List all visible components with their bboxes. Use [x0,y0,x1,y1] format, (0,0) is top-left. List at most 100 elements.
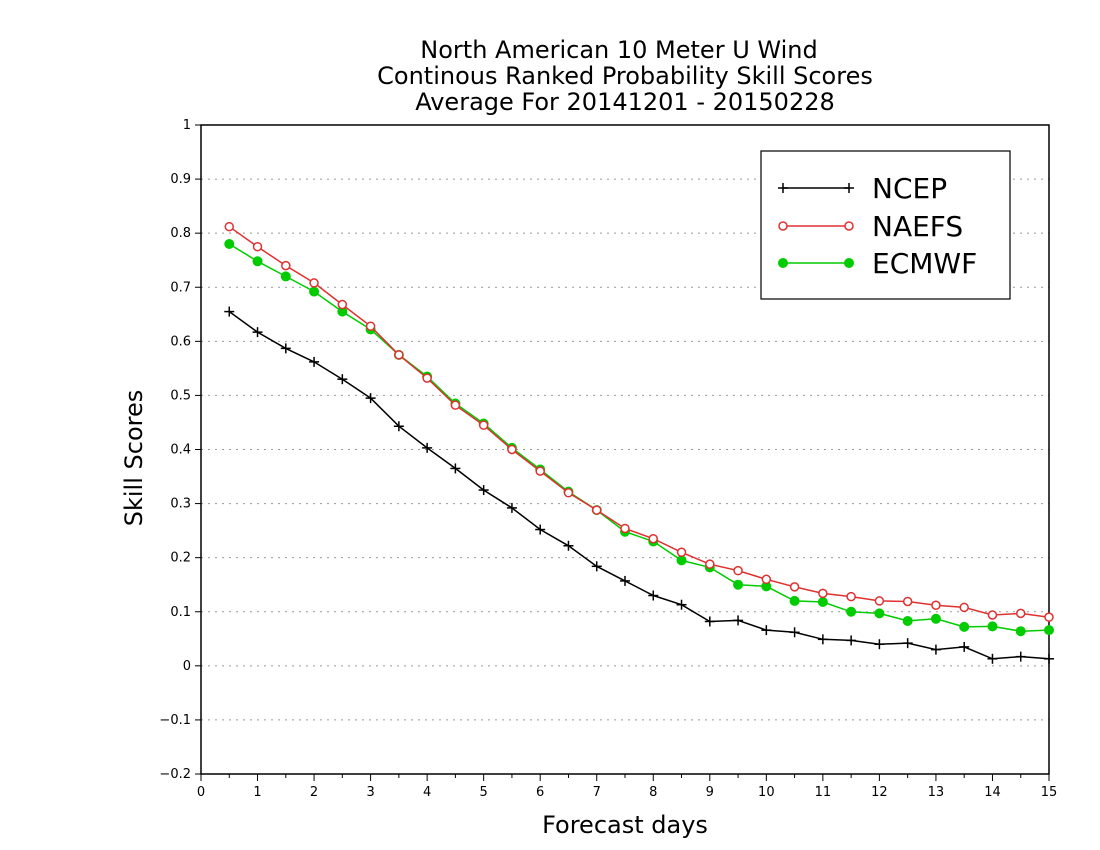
data-point-naefs [422,373,432,383]
y-tick-label: 0.5 [170,388,191,403]
data-point-naefs [309,278,319,288]
x-tick-label: 3 [366,785,374,800]
data-point-naefs [648,533,659,544]
y-tick-label: 0.8 [170,226,191,241]
series-ncep [224,306,1054,664]
data-point-ecmwf [902,615,913,626]
x-tick-label: 1 [253,785,261,800]
data-point-naefs [450,400,461,410]
data-point-ncep [280,343,291,354]
data-point-naefs [761,574,772,585]
data-point-ecmwf [959,621,970,632]
y-tick-label: 0.2 [170,551,191,566]
legend-label-ncep: NCEP [872,172,947,205]
data-point-ncep [959,641,970,652]
legend-label-ecmwf: ECMWF [872,247,977,280]
data-point-ncep [252,327,263,338]
data-point-ncep [648,590,659,601]
x-tick-label: 10 [758,785,775,800]
title-line-1: North American 10 Meter U Wind [420,36,817,64]
series-line-ncep [228,310,1050,660]
x-tick-label: 4 [423,785,431,800]
data-point-naefs [478,420,489,430]
data-point-ncep [761,625,772,636]
data-point-ecmwf [817,597,828,608]
data-point-ecmwf [1015,626,1026,637]
data-point-naefs [818,588,828,599]
legend-marker-ncep [844,183,854,193]
data-point-naefs [959,602,969,613]
data-point-naefs [620,523,630,534]
data-point-naefs [931,600,941,611]
data-point-ncep [846,635,857,646]
x-tick-label: 13 [928,785,945,800]
legend-box [760,150,1011,300]
y-tick-label: 0.1 [170,605,191,620]
data-point-ncep [733,615,744,626]
data-point-naefs [281,260,291,271]
data-point-ncep [620,575,630,586]
data-point-ecmwf [676,555,687,566]
data-point-naefs [252,241,263,252]
data-point-ncep [450,463,461,474]
title-line-2: Continous Ranked Probability Skill Score… [377,62,873,90]
data-point-naefs [394,350,404,360]
data-point-ncep [902,638,913,649]
chart-title: North American 10 Meter U Wind Continous… [377,36,873,116]
data-point-naefs [365,321,376,331]
data-point-naefs [1044,612,1054,622]
gridlines [201,178,1049,721]
title-line-3: Average For 20141201 - 20150228 [415,88,835,116]
data-point-ncep [563,540,574,551]
x-tick-label: 12 [871,785,888,800]
x-axis-label: Forecast days [542,811,708,839]
data-point-ncep [309,356,320,367]
data-point-naefs [987,610,998,620]
data-point-naefs [535,466,545,476]
y-tick-label: 0.7 [170,280,191,295]
data-point-naefs [337,299,348,310]
y-tick-label: 0.9 [170,172,191,187]
y-tick-label: 0.3 [170,497,191,512]
legend-marker-ecmwf [778,258,788,268]
legend: NCEP NAEFS ECMWF [760,150,1011,300]
legend-marker-naefs [844,221,854,231]
data-point-naefs [789,582,800,592]
x-tick-label: 11 [815,785,832,800]
data-point-naefs [507,444,517,455]
data-point-ecmwf [846,606,857,617]
legend-label-naefs: NAEFS [872,210,963,243]
data-point-naefs [705,559,715,569]
data-point-ncep [676,599,687,610]
data-point-ncep [930,644,941,655]
x-tick-label: 0 [197,785,205,800]
data-point-ecmwf [874,608,885,619]
y-tick-label: 0 [183,659,191,674]
y-tick-label: −0.2 [159,767,191,782]
data-point-ncep [337,374,348,385]
data-point-ecmwf [224,238,235,249]
y-tick-label: 1 [183,118,191,133]
data-point-ncep [506,502,517,513]
data-point-ecmwf [309,286,320,297]
data-point-ecmwf [280,271,291,282]
data-point-naefs [676,547,687,558]
data-point-naefs [902,596,913,607]
data-point-ncep [1044,653,1054,664]
data-point-naefs [1015,608,1026,619]
legend-marker-ecmwf [844,258,854,268]
data-point-ncep [704,616,715,627]
x-tick-label: 2 [310,785,318,800]
data-point-naefs [874,596,885,606]
data-point-ncep [478,485,489,496]
x-tick-label: 14 [984,785,1001,800]
x-tick-label: 9 [706,785,714,800]
data-point-ncep [422,442,433,453]
series-naefs [224,221,1054,622]
data-point-ncep [817,634,828,645]
x-tick-label: 8 [649,785,657,800]
x-tick-label: 5 [480,785,488,800]
y-axis-label: Skill Scores [120,390,148,527]
legend-marker-ncep [778,183,788,193]
